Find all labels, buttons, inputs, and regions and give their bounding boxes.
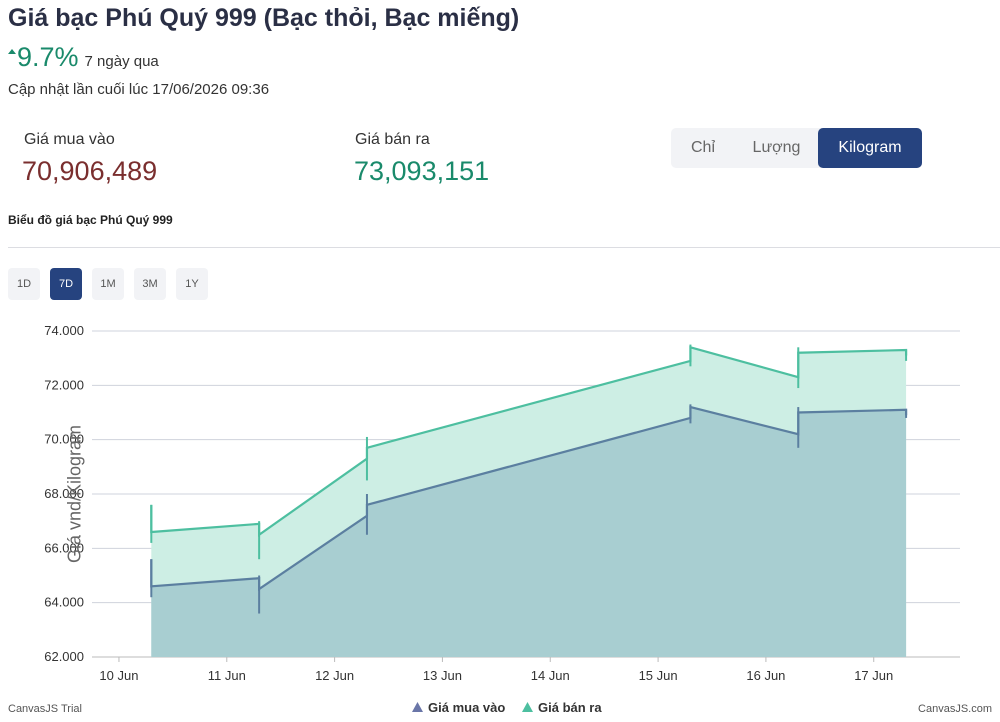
buy-area <box>151 407 907 657</box>
sell-line <box>150 345 908 537</box>
buy-price-value: 70,906,489 <box>22 156 158 186</box>
arrow-up-icon <box>8 49 16 54</box>
unit-tab-chi[interactable]: Chỉ <box>690 139 715 156</box>
price-chart: 62.000 64.000 66.000 68.000 70.000 72.000 74.0… <box>44 323 960 715</box>
x-tick-label: 11 Jun <box>208 668 246 683</box>
y-tick-label: 74.000 <box>44 323 84 338</box>
x-tick-label: 17 Jun <box>854 668 893 683</box>
legend-buy-label: Giá mua vào <box>428 700 505 715</box>
unit-tab-luong[interactable]: Lượng <box>752 139 801 156</box>
x-tick-label: 16 Jun <box>746 668 785 683</box>
range-tab-3m[interactable]: 3M <box>134 268 166 300</box>
y-tick-label: 66.000 <box>44 540 84 555</box>
buy-price-label: Giá mua vào <box>24 131 115 148</box>
page-title: Giá bạc Phú Quý 999 (Bạc thỏi, Bạc miếng… <box>8 4 520 32</box>
unit-tab-kilogram[interactable]: Kilogram <box>818 128 922 168</box>
change-period: 7 ngày qua <box>84 53 159 70</box>
y-tick-label: 62.000 <box>44 649 84 664</box>
sell-price-value: 73,093,151 <box>354 156 490 186</box>
range-tab-1y[interactable]: 1Y <box>176 268 208 300</box>
x-tick-label: 10 Jun <box>99 668 138 683</box>
buy-line <box>150 405 908 592</box>
x-tick-label: 12 Jun <box>315 668 354 683</box>
price-change: 9.7% 7 ngày qua <box>8 42 159 73</box>
unit-selector: Chỉ Lượng Kilogram <box>671 128 922 168</box>
credit-right: CanvasJS.com <box>918 703 992 715</box>
change-percent: 9.7% <box>17 42 79 72</box>
y-tick-label: 68.000 <box>44 486 84 501</box>
x-tick-label: 15 Jun <box>639 668 678 683</box>
divider <box>8 247 1000 248</box>
legend-sell-marker <box>522 702 533 712</box>
sell-price-label: Giá bán ra <box>355 131 430 148</box>
range-tab-1m[interactable]: 1M <box>92 268 124 300</box>
y-tick-label: 72.000 <box>44 377 84 392</box>
range-tab-1d[interactable]: 1D <box>8 268 40 300</box>
y-tick-label: 64.000 <box>44 595 84 610</box>
legend-buy-marker <box>412 702 423 712</box>
x-tick-label: 14 Jun <box>531 668 570 683</box>
x-tick-label: 13 Jun <box>423 668 462 683</box>
range-tab-7d[interactable]: 7D <box>50 268 82 300</box>
last-updated: Cập nhật lần cuối lúc 17/06/2026 09:36 <box>8 81 270 98</box>
y-axis-title: Giá vnd/Kilogram <box>64 424 85 564</box>
chart-caption: Biểu đồ giá bạc Phú Quý 999 <box>8 213 173 227</box>
y-tick-label: 70.000 <box>44 432 84 447</box>
legend-sell-label: Giá bán ra <box>538 700 602 715</box>
credit-left: CanvasJS Trial <box>8 703 82 715</box>
